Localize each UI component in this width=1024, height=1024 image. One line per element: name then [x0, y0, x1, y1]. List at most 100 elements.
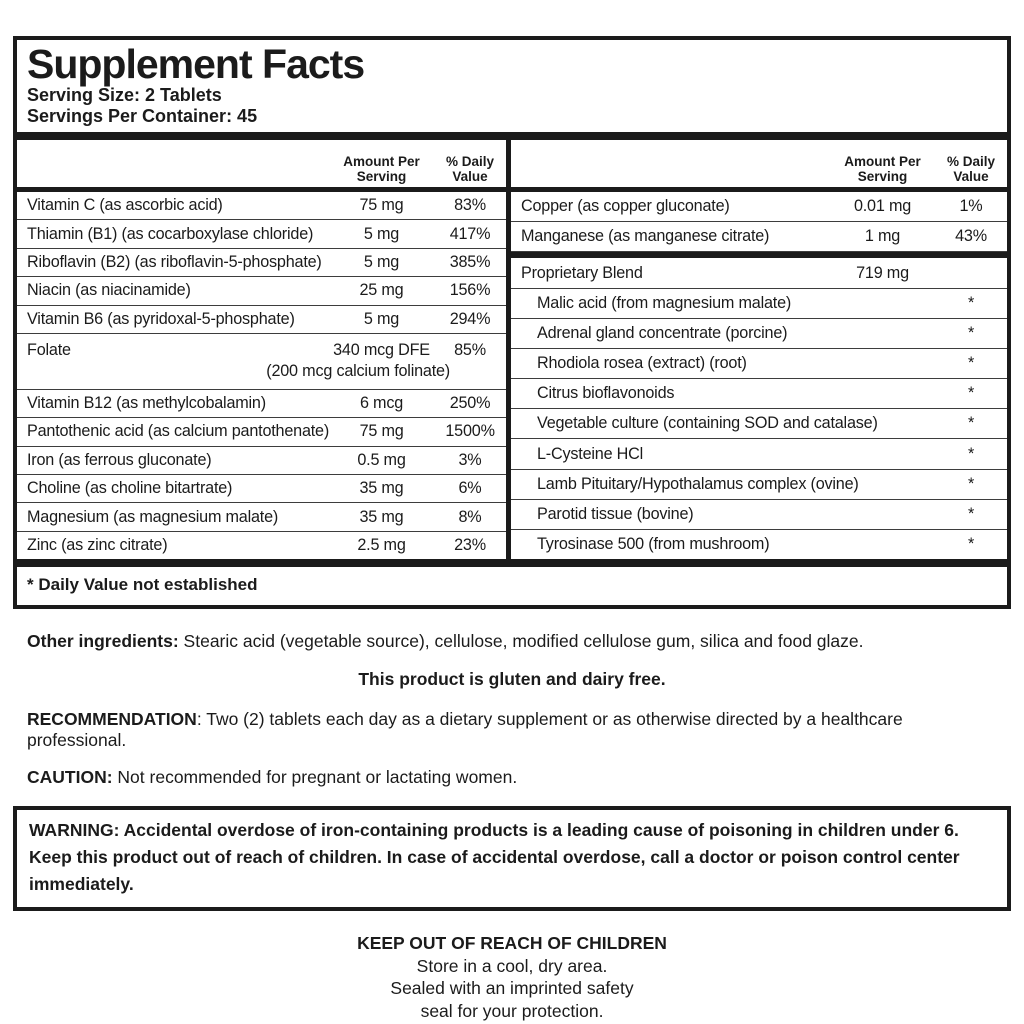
recommendation-label: RECOMMENDATION: [27, 709, 197, 730]
nutrient-row: Vitamin B12 (as methylcobalamin) 6 mcg 2…: [17, 390, 506, 419]
blend-name: Proprietary Blend: [521, 263, 643, 282]
blend-item-daily-value: *: [967, 354, 975, 373]
blend-item-row: Citrus bioflavonoids *: [511, 379, 1007, 410]
facts-header-block: Supplement Facts Serving Size: 2 Tablets…: [17, 40, 1007, 132]
nutrient-daily-value: 83%: [454, 196, 486, 215]
storage-line: seal for your protection.: [420, 1000, 604, 1021]
other-ingredients-text: Stearic acid (vegetable source), cellulo…: [178, 631, 864, 652]
header-amount-per-serving: Amount Per Serving: [844, 153, 921, 184]
facts-columns: Amount Per Serving % Daily Value Vitamin…: [17, 140, 1007, 560]
column-header-left: Amount Per Serving % Daily Value: [17, 140, 506, 187]
nutrient-name: Zinc (as zinc citrate): [27, 535, 168, 554]
nutrient-daily-value: 1%: [959, 197, 983, 216]
nutrient-amount: 75 mg: [359, 196, 404, 215]
blend-item-daily-value: *: [967, 474, 975, 493]
blend-amount: 719 mg: [856, 263, 909, 282]
nutrient-row: Copper (as copper gluconate) 0.01 mg 1%: [511, 192, 1007, 223]
nutrient-amount: 340 mcg DFE: [333, 341, 430, 360]
blend-item-row: Malic acid (from magnesium malate) *: [511, 289, 1007, 319]
blend-item-daily-value: *: [967, 293, 975, 312]
nutrient-amount: 75 mg: [359, 422, 404, 441]
other-ingredients-label: Other ingredients:: [27, 631, 179, 652]
nutrient-daily-value: 250%: [449, 394, 491, 412]
keep-out-title: KEEP OUT OF REACH OF CHILDREN: [357, 933, 667, 954]
nutrient-name: Magnesium (as magnesium malate): [27, 507, 279, 526]
divider-header-right: [511, 187, 1007, 193]
nutrient-amount: 35 mg: [359, 507, 404, 526]
caution: CAUTION: Not recommended for pregnant or…: [27, 767, 997, 788]
keep-out-block: KEEP OUT OF REACH OF CHILDREN Store in a…: [13, 932, 1011, 1022]
divider-thick-bottom: [17, 559, 1007, 568]
nutrient-amount: 6 mcg: [359, 394, 404, 412]
blend-item-daily-value: *: [967, 384, 975, 403]
nutrient-amount: 5 mg: [363, 309, 400, 328]
divider-thick-top: [17, 132, 1007, 141]
blend-item-daily-value: *: [967, 414, 975, 433]
blend-item-row: Tyrosinase 500 (from mushroom) *: [511, 530, 1007, 559]
divider-blend: [511, 252, 1007, 259]
blend-item-name: Tyrosinase 500 (from mushroom): [537, 535, 770, 554]
nutrient-name: Manganese (as manganese citrate): [521, 227, 770, 246]
nutrient-amount: 5 mg: [363, 224, 400, 243]
recommendation-text: : Two (2) tablets each day as a dietary …: [27, 709, 903, 751]
nutrient-daily-value: 1500%: [445, 422, 495, 441]
supplement-facts-panel: Supplement Facts Serving Size: 2 Tablets…: [13, 36, 1011, 610]
daily-value-footnote: * Daily Value not established: [27, 575, 258, 595]
nutrient-row-folate: Folate 340 mcg DFE 85% (200 mcg calcium …: [17, 334, 506, 390]
nutrient-row: Vitamin C (as ascorbic acid) 75 mg 83%: [17, 192, 506, 221]
recommendation: RECOMMENDATION: Two (2) tablets each day…: [27, 709, 997, 751]
nutrient-daily-value: 6%: [458, 479, 482, 498]
nutrient-daily-value: 23%: [454, 535, 486, 554]
nutrient-daily-value: 3%: [458, 450, 482, 469]
nutrient-name: Iron (as ferrous gluconate): [27, 450, 212, 469]
blend-item-name: Parotid tissue (bovine): [537, 504, 694, 523]
nutrient-name: Vitamin B6 (as pyridoxal-5-phosphate): [27, 309, 295, 328]
nutrient-amount: 5 mg: [363, 253, 400, 272]
blend-item-row: Parotid tissue (bovine) *: [511, 500, 1007, 530]
nutrient-amount: 0.5 mg: [357, 450, 406, 469]
nutrient-name: Riboflavin (B2) (as riboflavin-5-phospha…: [27, 253, 322, 272]
blend-item-row: Rhodiola rosea (extract) (root) *: [511, 349, 1007, 380]
nutrient-daily-value: 43%: [955, 227, 987, 246]
header-amount-per-serving: Amount Per Serving: [343, 153, 420, 184]
nutrient-note: (200 mcg calcium folinate): [266, 362, 450, 381]
nutrient-row: Niacin (as niacinamide) 25 mg 156%: [17, 277, 506, 306]
nutrient-amount: 0.01 mg: [853, 197, 912, 216]
nutrient-name: Copper (as copper gluconate): [521, 197, 730, 216]
nutrient-row: Iron (as ferrous gluconate) 0.5 mg 3%: [17, 447, 506, 475]
blend-item-name: Malic acid (from magnesium malate): [537, 293, 792, 312]
blend-item-daily-value: *: [967, 535, 975, 554]
blend-item-row: Adrenal gland concentrate (porcine) *: [511, 319, 1007, 349]
header-percent-daily-value: % Daily Value: [445, 153, 495, 184]
divider-header-left: [17, 187, 506, 193]
blend-item-row: Lamb Pituitary/Hypothalamus complex (ovi…: [511, 470, 1007, 500]
nutrient-daily-value: 8%: [458, 507, 482, 526]
nutrient-row: Thiamin (B1) (as cocarboxylase chloride)…: [17, 220, 506, 249]
nutrient-row: Vitamin B6 (as pyridoxal-5-phosphate) 5 …: [17, 306, 506, 335]
blend-item-name: Adrenal gland concentrate (porcine): [537, 323, 788, 342]
facts-column-right: Amount Per Serving % Daily Value Copper …: [511, 140, 1007, 559]
nutrient-name: Choline (as choline bitartrate): [27, 479, 233, 498]
blend-item-name: Lamb Pituitary/Hypothalamus complex (ovi…: [537, 474, 859, 493]
column-header-right: Amount Per Serving % Daily Value: [511, 140, 1007, 187]
nutrient-daily-value: 156%: [449, 281, 491, 300]
other-ingredients: Other ingredients: Stearic acid (vegetab…: [27, 631, 997, 652]
blend-item-daily-value: *: [967, 504, 975, 523]
nutrient-row: Riboflavin (B2) (as riboflavin-5-phospha…: [17, 249, 506, 278]
nutrient-row: Magnesium (as magnesium malate) 35 mg 8%: [17, 503, 506, 532]
nutrient-daily-value: 417%: [449, 224, 491, 243]
servings-per-container: Servings Per Container: 45: [27, 106, 258, 127]
proprietary-blend-row: Proprietary Blend 719 mg: [511, 258, 1007, 289]
nutrient-daily-value: 85%: [454, 341, 486, 360]
caution-text: Not recommended for pregnant or lactatin…: [112, 767, 518, 788]
divider-vertical: [506, 140, 511, 560]
blend-item-row: L-Cysteine HCl *: [511, 439, 1007, 470]
nutrient-name: Folate: [27, 341, 71, 360]
nutrient-name: Pantothenic acid (as calcium pantothenat…: [27, 422, 330, 441]
storage-line: Sealed with an imprinted safety: [390, 978, 634, 999]
header-percent-daily-value: % Daily Value: [946, 153, 996, 184]
blend-item-name: L-Cysteine HCl: [537, 444, 644, 463]
blend-item-row: Vegetable culture (containing SOD and ca…: [511, 409, 1007, 440]
nutrient-name: Vitamin B12 (as methylcobalamin): [27, 394, 266, 412]
nutrient-row: Zinc (as zinc citrate) 2.5 mg 23%: [17, 532, 506, 559]
